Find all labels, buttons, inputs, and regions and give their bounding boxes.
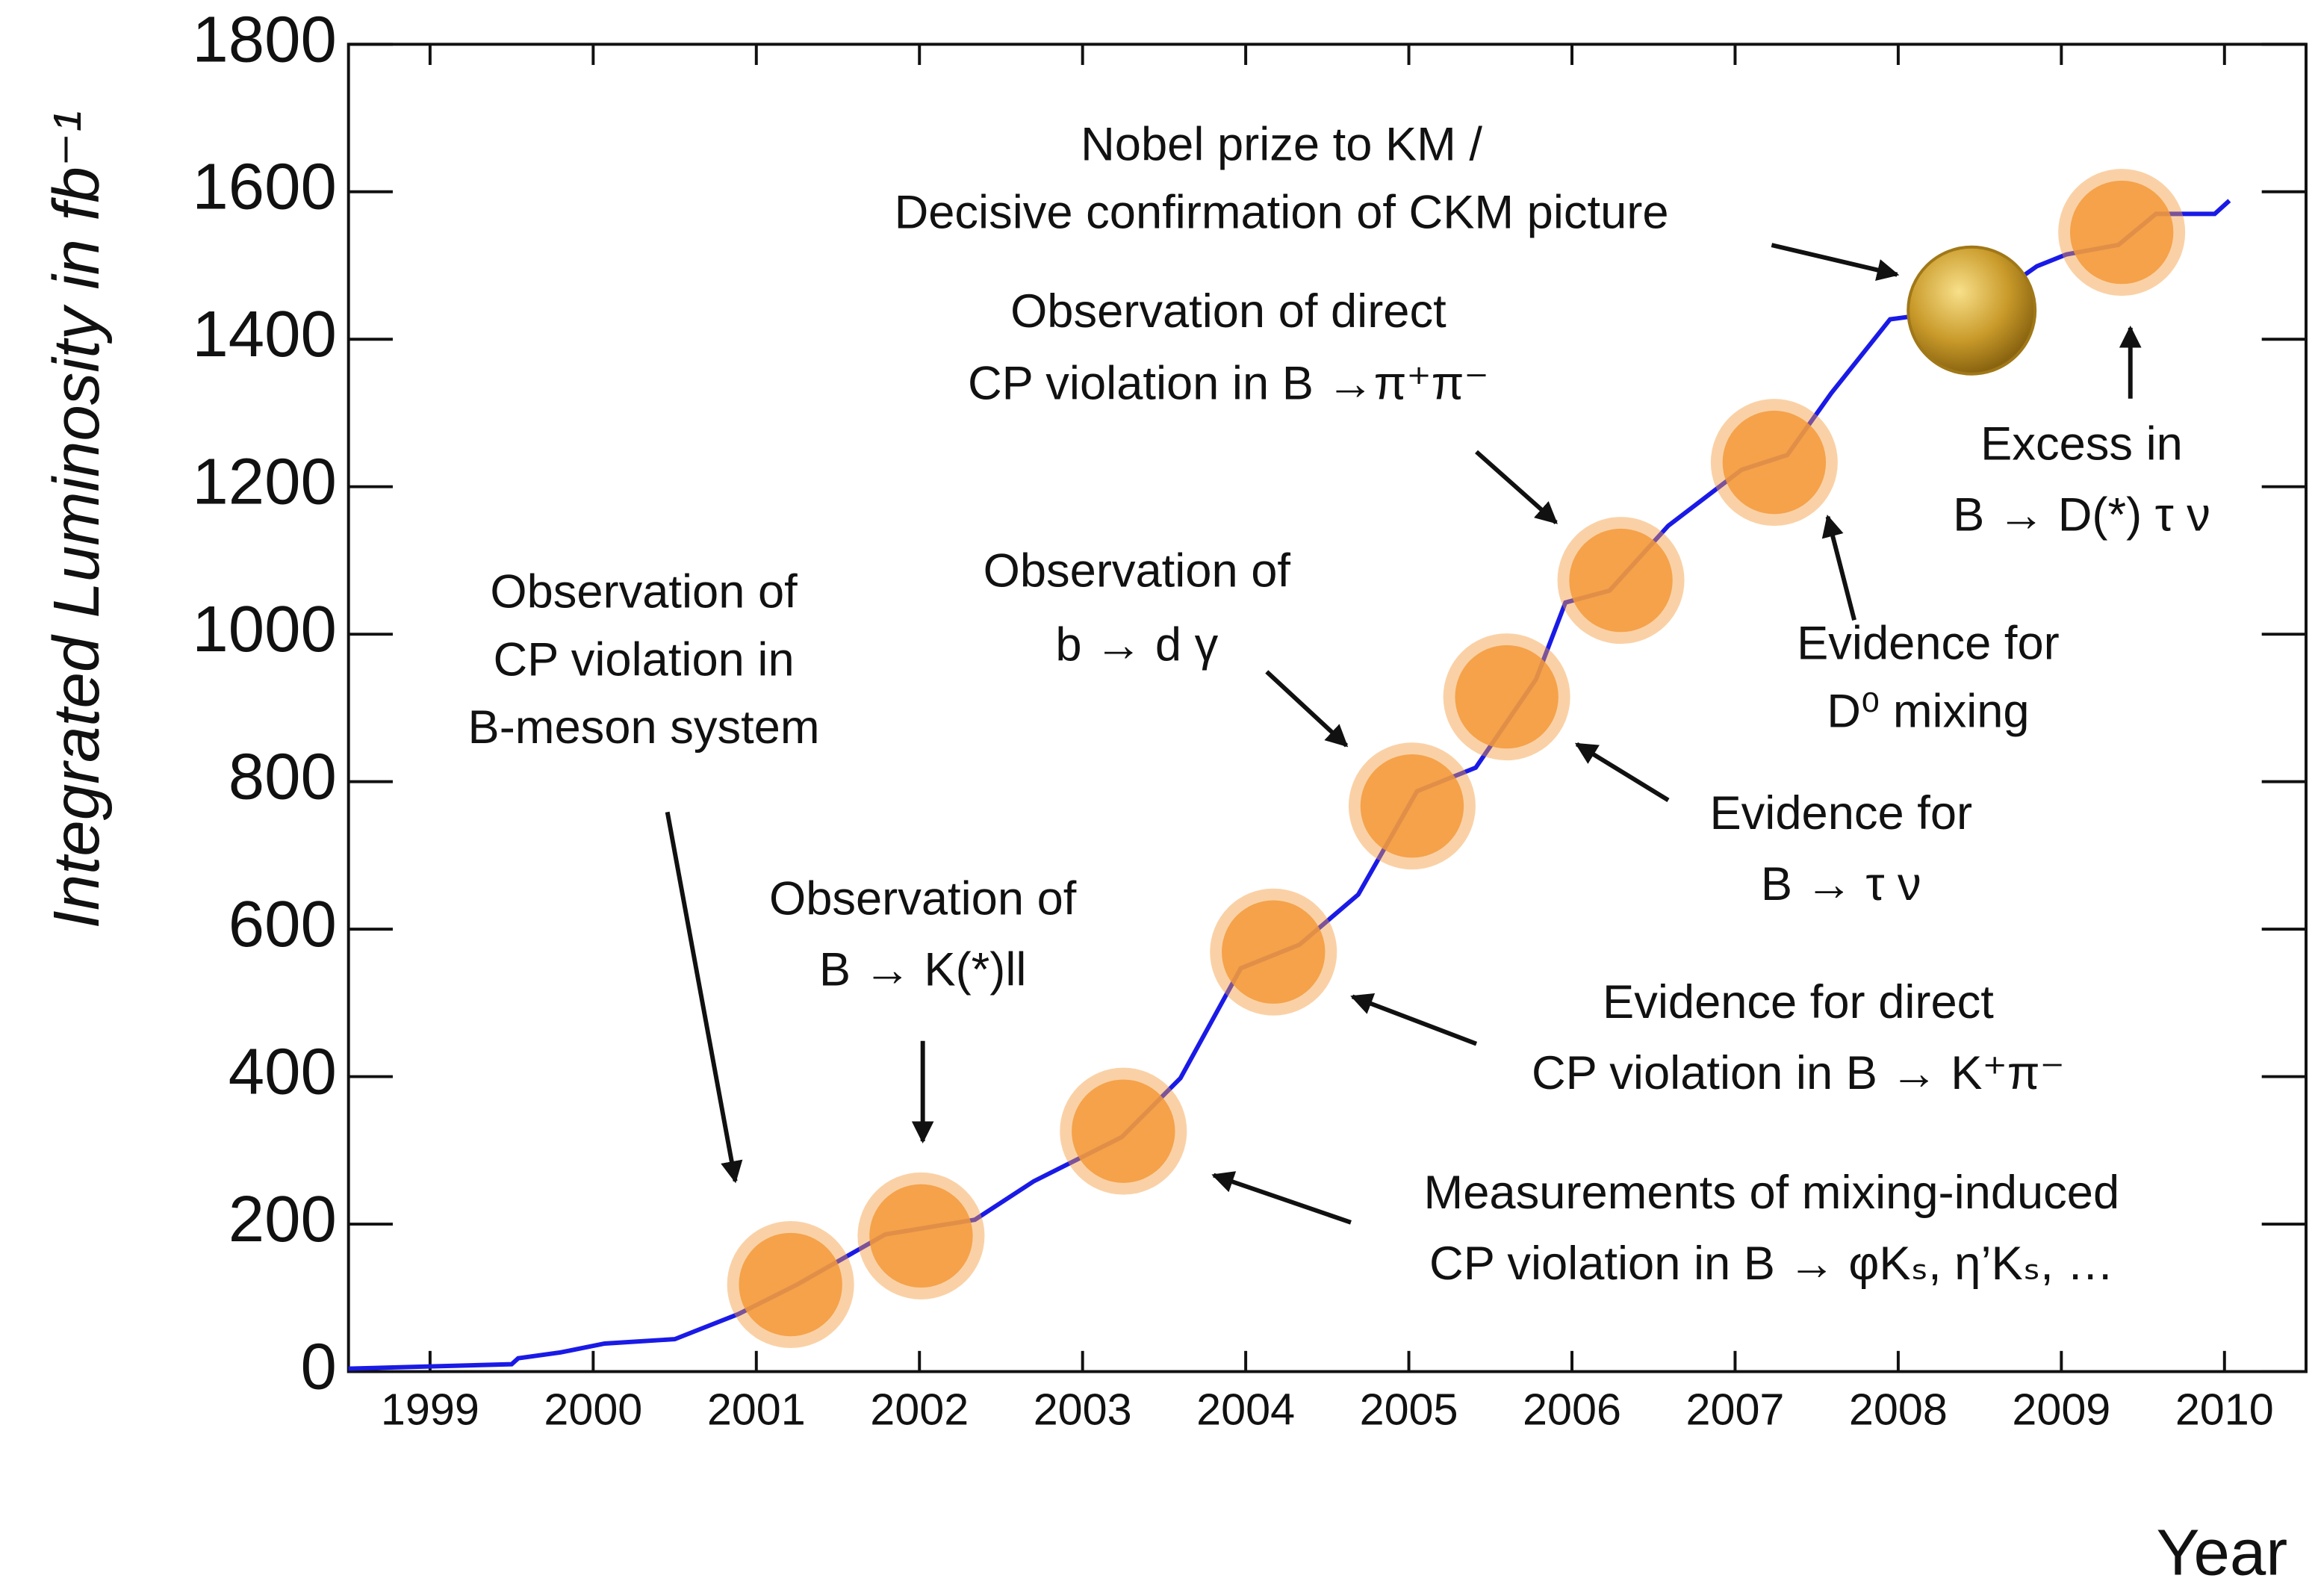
annotation-text: B-meson system <box>468 701 820 754</box>
x-tick-label: 1999 <box>381 1385 479 1435</box>
annotation-text: Evidence for <box>1797 618 2060 670</box>
annotation-text: Observation of <box>490 565 798 618</box>
event-marker <box>869 1184 973 1288</box>
x-tick-label: 2003 <box>1034 1385 1132 1435</box>
annotation-text: CP violation in B → K⁺π⁻ <box>1532 1047 2065 1099</box>
y-tick-label: 1200 <box>192 446 336 518</box>
x-tick-label: 2005 <box>1360 1385 1458 1435</box>
y-tick-label: 200 <box>229 1183 337 1255</box>
annotation-text: Evidence for direct <box>1603 976 1994 1028</box>
y-tick-label: 600 <box>229 888 337 960</box>
event-marker <box>1072 1079 1175 1183</box>
annotation-text: B → K(*)ll <box>819 943 1027 996</box>
annotation-text: CP violation in <box>493 633 794 686</box>
annotation-text: Measurements of mixing-induced <box>1424 1167 2120 1219</box>
annotation-arrow <box>1211 1171 1352 1225</box>
y-tick-label: 1600 <box>192 151 336 223</box>
annotation-arrow <box>1475 450 1558 525</box>
annotation-arrow <box>1574 742 1670 802</box>
medal <box>1907 245 2037 376</box>
annotation-text: Evidence for <box>1709 787 1972 839</box>
x-tick-label: 2004 <box>1196 1385 1295 1435</box>
y-tick-label: 400 <box>229 1036 337 1108</box>
x-tick-label: 2002 <box>870 1385 969 1435</box>
annotation-text: Observation of direct <box>1010 285 1447 338</box>
event-marker <box>1360 754 1464 858</box>
event-marker <box>739 1232 842 1337</box>
event-marker <box>2069 180 2174 285</box>
plot-frame <box>347 43 2308 1373</box>
annotation-text: B → D(*) τ ν <box>1953 489 2210 541</box>
event-marker <box>1569 528 1673 633</box>
annotation-text: Observation of <box>769 873 1077 925</box>
x-tick-label: 2008 <box>1849 1385 1948 1435</box>
event-marker <box>1455 645 1559 749</box>
x-tick-label: 2000 <box>544 1385 642 1435</box>
annotation-text: Decisive confirmation of CKM picture <box>895 186 1669 238</box>
y-tick-label: 1400 <box>192 298 336 370</box>
event-marker <box>1222 900 1326 1004</box>
annotation-text: CP violation in B →π⁺π⁻ <box>968 358 1489 410</box>
annotation-arrow <box>1350 993 1478 1046</box>
x-tick-label: 2010 <box>2175 1385 2274 1435</box>
x-tick-label: 2007 <box>1685 1385 1784 1435</box>
annotation-text: Nobel prize to KM / <box>1081 118 1482 170</box>
y-axis-label: Integrated Luminosity in fb⁻¹ <box>40 111 113 928</box>
y-tick-label: 800 <box>229 741 337 813</box>
x-tick-label: 2006 <box>1523 1385 1621 1435</box>
x-tick-label: 2001 <box>707 1385 806 1435</box>
annotation-arrow <box>1821 515 1856 621</box>
annotation-text: Excess in <box>1980 418 2183 471</box>
annotation-text: Observation of <box>984 545 1291 597</box>
annotation-arrow <box>665 811 743 1184</box>
annotation-text: D⁰ mixing <box>1827 686 2029 738</box>
annotation-text: B → τ ν <box>1761 858 1921 910</box>
y-tick-label: 1000 <box>192 593 336 665</box>
annotation-text: CP violation in B → φKₛ, η’Kₛ, … <box>1429 1238 2114 1290</box>
annotation-arrow <box>1771 243 1900 282</box>
annotation-arrow <box>1265 670 1349 748</box>
event-marker <box>1722 410 1827 515</box>
y-tick-label: 0 <box>300 1330 336 1403</box>
x-axis-label: Year <box>2156 1517 2287 1589</box>
annotation-text: b → d γ <box>1055 619 1218 671</box>
x-tick-label: 2009 <box>2012 1385 2110 1435</box>
y-tick-label: 1800 <box>192 3 336 75</box>
